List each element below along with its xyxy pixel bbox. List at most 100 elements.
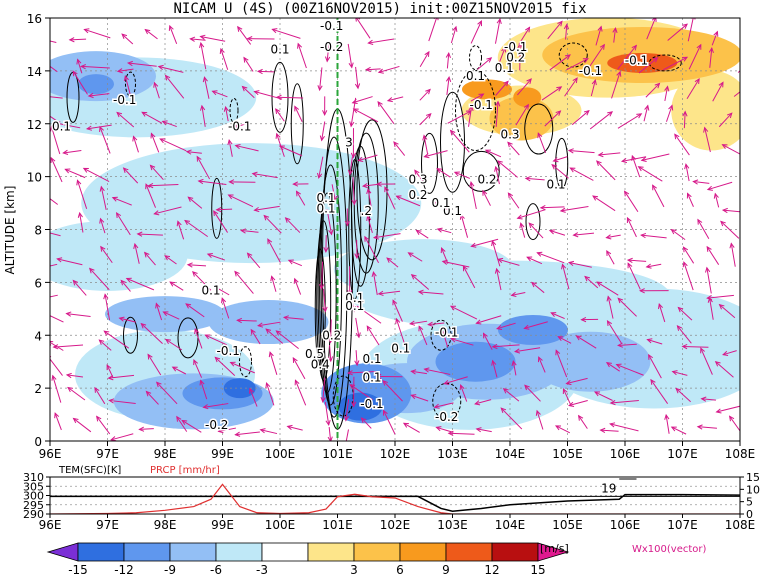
wind-arrow-head xyxy=(234,431,241,437)
wind-arrow-head xyxy=(263,214,270,221)
wind-arrow xyxy=(476,428,492,433)
wind-arrow xyxy=(69,38,87,41)
wind-arrow-head xyxy=(516,214,523,220)
wind-arrow xyxy=(254,205,280,211)
surface-y2-tick-label: 0 xyxy=(746,508,753,521)
wind-arrow xyxy=(84,28,111,39)
wind-arrow-head xyxy=(72,70,78,77)
wind-arrow-head xyxy=(138,426,145,432)
wind-arrow xyxy=(50,40,57,43)
wind-arrow-head xyxy=(714,360,721,367)
wind-arrow-head xyxy=(441,330,447,337)
wind-arrow-head xyxy=(344,442,348,447)
wind-arrow xyxy=(50,198,59,205)
wind-arrow-head xyxy=(654,82,661,89)
colorbar-box xyxy=(353,542,401,562)
wind-arrow xyxy=(203,77,210,99)
wind-arrow-head xyxy=(746,26,750,31)
wind-arrow-head xyxy=(206,253,213,259)
wind-arrow-head xyxy=(125,277,132,283)
wind-arrow-head xyxy=(418,325,424,332)
x-tick-label: 98E xyxy=(154,447,177,461)
surface-ticks: 96E 97E 98E 99E 100E 101E 102E 103E 104E 105E 106E… xyxy=(23,471,760,532)
wind-arrow xyxy=(606,250,615,265)
wind-arrow-head xyxy=(185,149,192,155)
wind-arrow xyxy=(177,221,185,240)
wind-arrow xyxy=(595,26,602,46)
wind-arrow xyxy=(349,156,353,175)
contour-line xyxy=(290,83,304,165)
wind-arrow xyxy=(50,263,58,267)
wind-arrow-head xyxy=(594,391,601,397)
wind-arrow-head xyxy=(584,275,590,282)
y-tick-label: 10 xyxy=(27,171,42,185)
wind-arrow-head xyxy=(256,68,263,75)
wind-arrow-head xyxy=(351,98,358,104)
wind-arrow xyxy=(194,328,203,349)
wind-arrow xyxy=(228,194,254,208)
wind-arrow xyxy=(436,168,451,178)
wind-arrow-head xyxy=(572,77,578,84)
shade-blob xyxy=(78,74,114,95)
wind-arrow-head xyxy=(88,267,95,274)
contour-line xyxy=(455,70,496,152)
wind-arrow-head xyxy=(257,322,264,328)
colorbar-tick-label: 9 xyxy=(442,563,450,575)
wind-arrow-head xyxy=(670,228,677,235)
wind-arrow xyxy=(411,274,430,290)
wind-arrow xyxy=(549,230,566,236)
wind-arrow-head xyxy=(161,120,168,126)
wind-arrow xyxy=(707,294,734,299)
wind-arrow-head xyxy=(645,263,652,269)
wind-arrow xyxy=(495,81,509,96)
wind-arrow-head xyxy=(275,330,282,336)
wind-arrow-head xyxy=(87,92,94,99)
colorbar-tick-label: 6 xyxy=(396,563,404,575)
wind-arrow xyxy=(352,96,373,104)
wind-arrow xyxy=(594,391,613,401)
wind-arrow xyxy=(269,352,278,375)
wind-arrow xyxy=(411,370,427,375)
wind-arrow xyxy=(624,191,639,213)
wind-arrow-head xyxy=(41,265,46,269)
wind-arrow-head xyxy=(357,156,364,162)
wind-arrow-head xyxy=(282,315,289,321)
wind-arrow-head xyxy=(72,417,79,424)
wind-arrow-head xyxy=(165,338,171,345)
wind-arrow-head xyxy=(323,247,329,254)
wind-arrow xyxy=(524,321,548,329)
colorbar-tick-label: -9 xyxy=(164,563,176,575)
wind-arrow-head xyxy=(530,281,537,288)
wind-arrow xyxy=(72,70,88,95)
wind-arrow xyxy=(558,336,572,344)
wind-arrow xyxy=(347,43,353,68)
wind-arrow xyxy=(148,184,179,187)
contour-label: 0.1 xyxy=(443,204,462,218)
wind-arrow xyxy=(67,387,86,401)
wind-arrow-head xyxy=(227,138,233,146)
y-tick-label: 6 xyxy=(34,276,42,290)
wind-arrow-head xyxy=(149,164,156,171)
wind-arrow-head xyxy=(475,319,482,325)
y-tick-label: 16 xyxy=(27,12,42,26)
wind-arrow xyxy=(53,344,84,348)
wind-arrow-head xyxy=(284,217,291,223)
wind-arrow-head xyxy=(577,414,584,421)
wind-arrow-head xyxy=(159,138,166,144)
wind-arrow-head xyxy=(646,338,653,344)
wind-arrow xyxy=(500,407,523,430)
wind-arrow-head xyxy=(324,56,331,63)
colorbar-box xyxy=(307,542,355,562)
wind-arrow-head xyxy=(65,372,72,379)
contour-label: 0.1 xyxy=(345,299,364,313)
shade-blob xyxy=(338,392,383,421)
wind-arrow-head xyxy=(199,104,206,111)
wind-arrow xyxy=(99,218,106,234)
wind-arrow-head xyxy=(636,113,643,119)
wind-arrow-head xyxy=(349,384,356,390)
contour-label: 0.5 xyxy=(305,347,324,361)
wind-arrow xyxy=(89,268,110,291)
wind-arrow-head xyxy=(103,330,110,336)
wind-arrow xyxy=(243,57,254,72)
wind-arrow-head xyxy=(223,105,229,112)
